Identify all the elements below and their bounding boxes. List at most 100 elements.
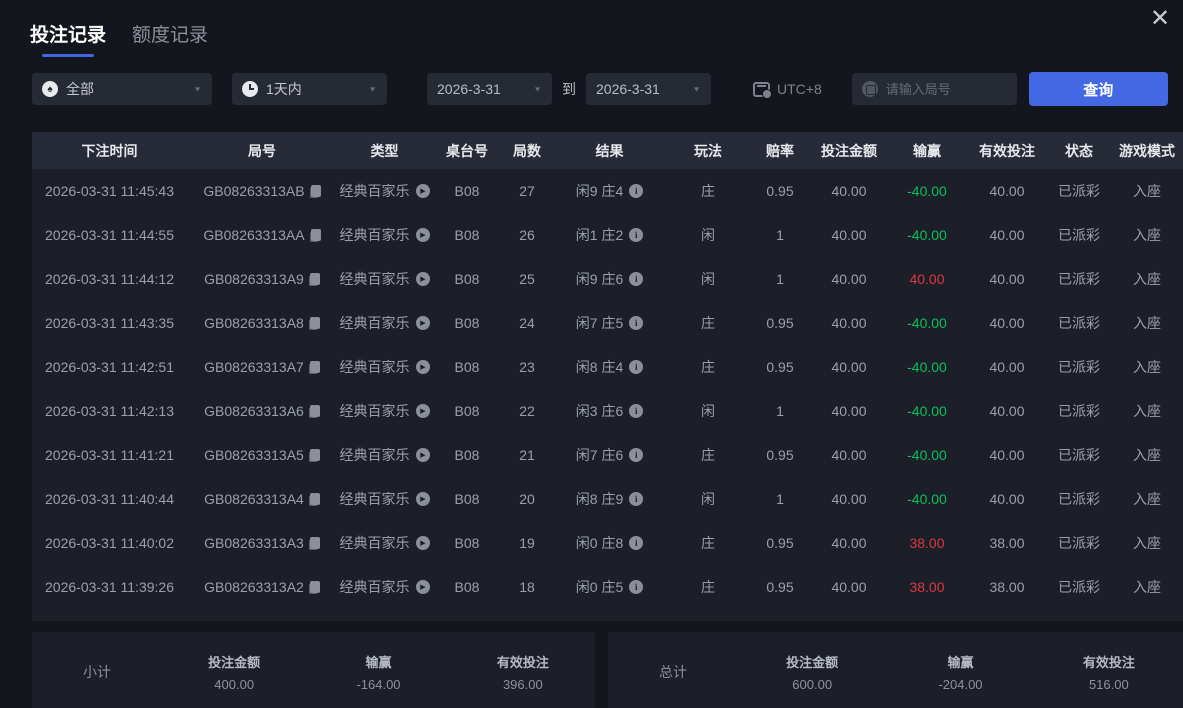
status: 已派彩 bbox=[1058, 227, 1100, 243]
win-loss: -40.00 bbox=[907, 315, 947, 331]
search-button[interactable]: 查询 bbox=[1028, 72, 1168, 106]
copy-icon[interactable] bbox=[310, 229, 321, 241]
play-icon[interactable] bbox=[415, 272, 430, 286]
round-number: 23 bbox=[519, 359, 535, 375]
column-header: 结果 bbox=[595, 142, 624, 159]
info-icon[interactable] bbox=[629, 492, 644, 506]
tab-betting-records[interactable]: 投注记录 bbox=[30, 20, 106, 59]
bet-time: 2026-03-31 11:42:13 bbox=[45, 403, 174, 419]
copy-icon[interactable] bbox=[309, 493, 320, 505]
table-number: B08 bbox=[454, 227, 480, 243]
copy-icon[interactable] bbox=[309, 273, 320, 285]
summary-bar: 小计 投注金额 400.00 输赢 -164.00 有效投注 396.00 总计… bbox=[32, 632, 1183, 708]
time-range-dropdown[interactable]: 1天内 ▼ bbox=[232, 73, 387, 105]
play-icon[interactable] bbox=[415, 360, 430, 374]
copy-icon[interactable] bbox=[309, 537, 320, 549]
valid-bet: 40.00 bbox=[989, 403, 1025, 419]
play-icon[interactable] bbox=[415, 536, 430, 550]
game-mode: 入座 bbox=[1133, 359, 1161, 375]
table-number: B08 bbox=[454, 183, 480, 199]
play-type: 庄 bbox=[701, 315, 715, 331]
info-icon[interactable] bbox=[629, 184, 644, 198]
game-mode: 入座 bbox=[1133, 447, 1161, 463]
table-number: B08 bbox=[454, 315, 480, 331]
subtotal-bet-amount: 投注金额 400.00 bbox=[208, 655, 261, 692]
bet-amount: 40.00 bbox=[831, 491, 867, 507]
play-icon[interactable] bbox=[415, 228, 430, 242]
bet-amount: 40.00 bbox=[831, 579, 867, 595]
bet-amount: 40.00 bbox=[831, 183, 867, 199]
play-icon[interactable] bbox=[415, 492, 430, 506]
table-number: B08 bbox=[454, 447, 480, 463]
bet-amount: 40.00 bbox=[831, 227, 867, 243]
round-number-input[interactable] bbox=[885, 81, 996, 97]
odds: 1 bbox=[776, 271, 784, 287]
table-number: B08 bbox=[454, 535, 480, 551]
valid-bet: 40.00 bbox=[989, 315, 1025, 331]
info-icon[interactable] bbox=[629, 580, 644, 594]
game-type: 经典百家乐 bbox=[337, 269, 432, 289]
info-icon[interactable] bbox=[629, 536, 644, 550]
info-icon[interactable] bbox=[629, 316, 644, 330]
odds: 0.95 bbox=[766, 579, 794, 595]
game-number: GB08263313AB bbox=[187, 183, 337, 199]
result: 闲8 庄9 bbox=[552, 489, 667, 509]
result: 闲9 庄4 bbox=[552, 181, 667, 201]
tab-quota-records[interactable]: 额度记录 bbox=[132, 25, 209, 46]
play-icon[interactable] bbox=[415, 316, 430, 330]
column-header: 局数 bbox=[513, 142, 541, 159]
subtotal-win-loss: 输赢 -164.00 bbox=[356, 655, 401, 692]
game-type-dropdown[interactable]: ♠ 全部 ▼ bbox=[32, 73, 212, 105]
play-icon[interactable] bbox=[415, 448, 430, 462]
game-number: GB08263313A7 bbox=[187, 359, 337, 375]
info-icon[interactable] bbox=[629, 272, 644, 286]
to-label: 到 bbox=[562, 81, 576, 97]
result: 闲3 庄6 bbox=[552, 401, 667, 421]
info-icon[interactable] bbox=[629, 360, 644, 374]
info-icon[interactable] bbox=[629, 404, 644, 418]
spade-icon: ♠ bbox=[42, 81, 58, 97]
valid-bet: 38.00 bbox=[989, 579, 1025, 595]
result: 闲8 庄4 bbox=[552, 357, 667, 377]
game-number: GB08263313A5 bbox=[187, 447, 337, 463]
copy-icon[interactable] bbox=[309, 317, 320, 329]
game-type: 经典百家乐 bbox=[337, 489, 432, 509]
copy-icon[interactable] bbox=[309, 405, 320, 417]
column-header: 下注时间 bbox=[81, 142, 138, 159]
bet-amount: 40.00 bbox=[831, 535, 867, 551]
round-number: 20 bbox=[519, 491, 535, 507]
copy-icon[interactable] bbox=[309, 449, 320, 461]
game-mode: 入座 bbox=[1133, 271, 1161, 287]
valid-bet: 40.00 bbox=[989, 447, 1025, 463]
status: 已派彩 bbox=[1058, 315, 1100, 331]
win-loss: -40.00 bbox=[907, 359, 947, 375]
time-range-value: 1天内 bbox=[266, 81, 302, 97]
close-icon[interactable]: ✕ bbox=[1149, 5, 1171, 32]
play-icon[interactable] bbox=[415, 184, 430, 198]
game-type: 经典百家乐 bbox=[337, 577, 432, 597]
chevron-down-icon: ▼ bbox=[692, 85, 701, 93]
total-label: 总计 bbox=[659, 664, 687, 680]
play-icon[interactable] bbox=[415, 580, 430, 594]
copy-icon[interactable] bbox=[309, 361, 320, 373]
info-icon[interactable] bbox=[629, 448, 644, 462]
round-number-icon bbox=[861, 81, 878, 97]
odds: 0.95 bbox=[766, 447, 794, 463]
chevron-down-icon: ▼ bbox=[193, 85, 202, 93]
copy-icon[interactable] bbox=[309, 581, 320, 593]
copy-icon[interactable] bbox=[310, 185, 321, 197]
date-from-dropdown[interactable]: 2026-3-31 ▼ bbox=[427, 73, 552, 105]
round-number: 24 bbox=[519, 315, 535, 331]
info-icon[interactable] bbox=[629, 228, 644, 242]
play-type: 庄 bbox=[701, 183, 715, 199]
status: 已派彩 bbox=[1058, 491, 1100, 507]
date-to-dropdown[interactable]: 2026-3-31 ▼ bbox=[586, 73, 711, 105]
win-loss: 38.00 bbox=[909, 579, 945, 595]
bet-time: 2026-03-31 11:40:44 bbox=[45, 491, 174, 507]
play-icon[interactable] bbox=[415, 404, 430, 418]
play-type: 庄 bbox=[701, 535, 715, 551]
result: 闲7 庄5 bbox=[552, 313, 667, 333]
game-mode: 入座 bbox=[1133, 183, 1161, 199]
